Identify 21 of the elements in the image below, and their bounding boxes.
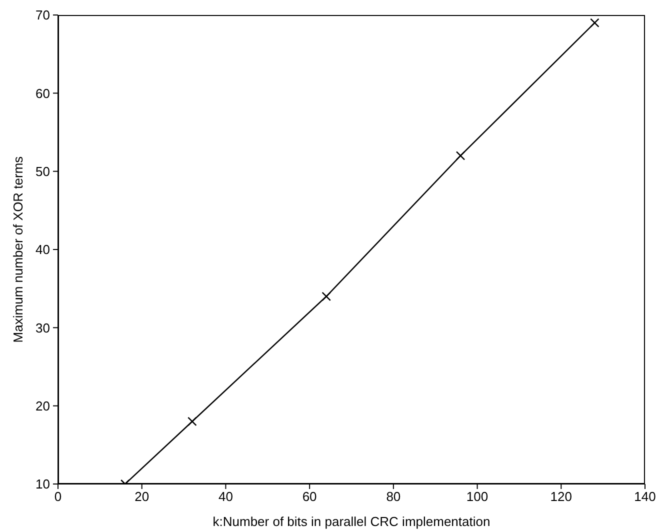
point [188,416,197,426]
x-tick-label: 0 [54,489,62,504]
y-tick-label: 60 [36,86,50,101]
y-tick-label: 30 [36,320,50,336]
y-axis-title: Maximum number of XOR terms [10,156,26,343]
x-tick-label: 140 [634,489,656,504]
x-tick-label: 80 [386,489,401,504]
x-axis-title: k:Number of bits in parallel CRC implementation [212,514,490,529]
point [590,18,600,28]
x-tick-label: 40 [218,489,233,504]
y-tick-label: 10 [36,476,50,492]
x-tick-label: 20 [134,489,150,504]
y-tick-label: 50 [36,164,50,179]
point [322,292,331,302]
x-tick-label: 120 [550,489,572,504]
y-tick-label: 40 [36,242,50,258]
y-tick-label: 70 [36,8,50,23]
point [456,151,466,160]
y-tick-label: 20 [36,398,50,414]
x-tick-label: 100 [466,489,488,504]
x-tick-label: 60 [302,489,317,504]
